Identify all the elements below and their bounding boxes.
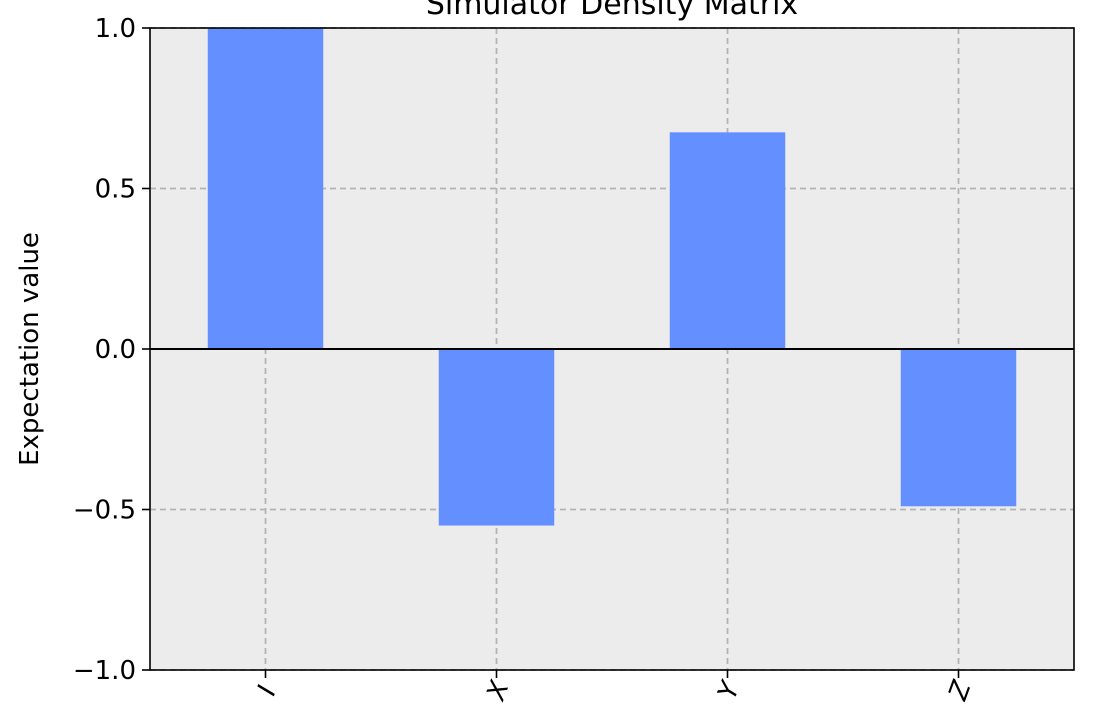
bar-x [438,349,555,526]
x-tick-label: I [252,682,283,699]
bar-i [207,28,324,349]
y-tick-label: 1.0 [95,14,136,44]
y-tick-label: 0.0 [95,335,136,365]
bar-y [669,132,786,349]
y-tick-label: 0.5 [95,175,136,205]
y-axis: 1.0 0.5 0.0 −0.5 −1.0 [73,14,150,686]
x-tick-label: X [481,676,516,706]
y-tick-label: −1.0 [73,656,136,686]
bars [207,28,1017,526]
y-tick-label: −0.5 [73,496,136,526]
bar-z [900,349,1017,507]
y-axis-title: Expectation value [15,232,45,466]
x-tick-label: Z [943,676,978,705]
x-tick-label: Y [713,676,747,703]
chart-title: Simulator Density Matrix [426,0,798,22]
